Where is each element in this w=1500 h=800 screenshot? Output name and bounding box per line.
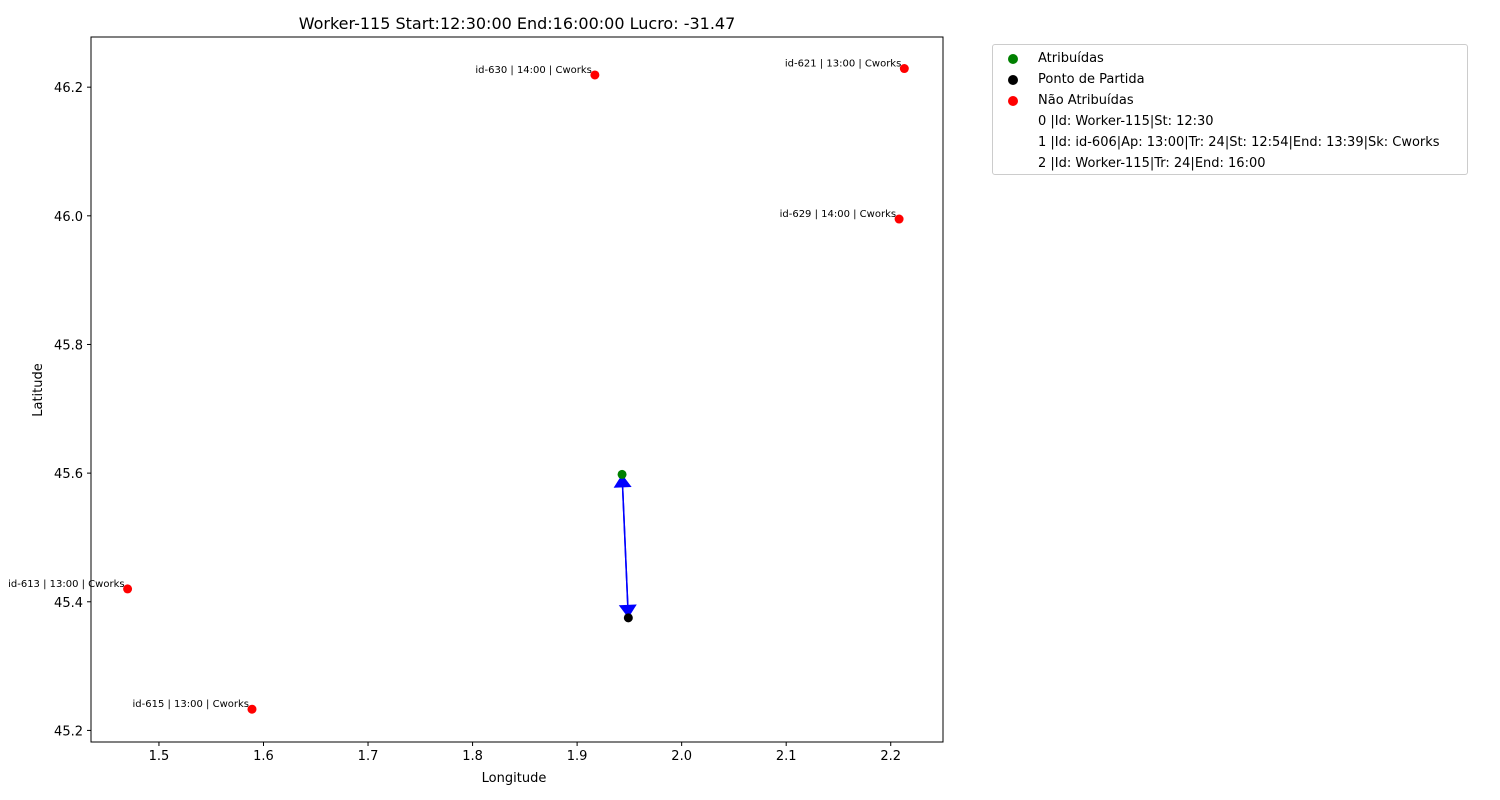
data-point (590, 70, 600, 80)
route-arrowhead (618, 604, 637, 618)
point-label: id-629 | 14:00 | Cworks (780, 209, 896, 220)
chart-title: Worker-115 Start:12:30:00 End:16:00:00 L… (299, 14, 736, 33)
legend-item: Não Atribuídas (993, 90, 1467, 111)
route-line (621, 474, 629, 605)
data-point (894, 214, 904, 224)
data-points (123, 64, 909, 714)
data-point (123, 584, 133, 594)
legend-marker (1008, 159, 1018, 169)
route-lines (613, 474, 637, 618)
plot-area (90, 36, 944, 743)
x-axis: 1.5 1.6 1.7 1.8 1.9 2.0 2.1 2.2 (149, 742, 901, 764)
x-tick-label: 1.8 (462, 749, 483, 764)
legend-item: 1 |Id: id-606|Ap: 13:00|Tr: 24|St: 12:54… (993, 132, 1467, 153)
legend-marker (1008, 74, 1018, 85)
point-label: id-621 | 13:00 | Cworks (785, 59, 901, 70)
legend-label: 2 |Id: Worker-115|Tr: 24|End: 16:00 (1038, 156, 1266, 171)
legend-label: Atribuídas (1038, 51, 1104, 66)
x-tick-label: 1.5 (149, 749, 170, 764)
legend-label: 0 |Id: Worker-115|St: 12:30 (1038, 114, 1214, 129)
legend-label: Não Atribuídas (1038, 93, 1134, 108)
y-axis: 45.2 45.4 45.6 45.8 46.0 46.2 (54, 81, 91, 739)
x-tick-label: 1.9 (567, 749, 588, 764)
legend-item: Ponto de Partida (993, 69, 1467, 90)
x-axis-label: Longitude (482, 771, 547, 786)
data-point (617, 469, 627, 479)
data-point (247, 704, 257, 714)
point-label: id-630 | 14:00 | Cworks (475, 65, 591, 76)
data-point (623, 613, 633, 623)
y-tick-label: 45.4 (54, 596, 83, 611)
x-tick-label: 2.1 (776, 749, 797, 764)
point-label: id-613 | 13:00 | Cworks (8, 579, 124, 590)
point-labels: id-630 | 14:00 | Cworks id-621 | 13:00 | … (8, 59, 901, 711)
legend-marker (1008, 53, 1018, 64)
y-tick-label: 45.2 (54, 724, 83, 739)
point-label: id-615 | 13:00 | Cworks (133, 699, 249, 710)
x-tick-label: 1.7 (358, 749, 379, 764)
x-tick-label: 2.2 (880, 749, 901, 764)
legend-item: 0 |Id: Worker-115|St: 12:30 (993, 111, 1467, 132)
legend-marker (1008, 138, 1018, 148)
y-tick-label: 45.8 (54, 338, 83, 353)
legend-marker (1008, 117, 1018, 127)
legend-item: 2 |Id: Worker-115|Tr: 24|End: 16:00 (993, 153, 1467, 174)
y-tick-label: 46.2 (54, 81, 83, 96)
x-tick-label: 2.0 (671, 749, 692, 764)
legend: Atribuídas Ponto de Partida Não Atribuídas… (992, 44, 1468, 175)
y-tick-label: 46.0 (54, 210, 83, 225)
legend-item: Atribuídas (993, 48, 1467, 69)
y-axis-label: Latitude (31, 363, 46, 417)
y-tick-label: 45.6 (54, 467, 83, 482)
x-tick-label: 1.6 (253, 749, 274, 764)
legend-label: 1 |Id: id-606|Ap: 13:00|Tr: 24|St: 12:54… (1038, 135, 1440, 150)
data-point (899, 64, 909, 74)
legend-marker (1008, 95, 1018, 106)
legend-label: Ponto de Partida (1038, 72, 1145, 87)
